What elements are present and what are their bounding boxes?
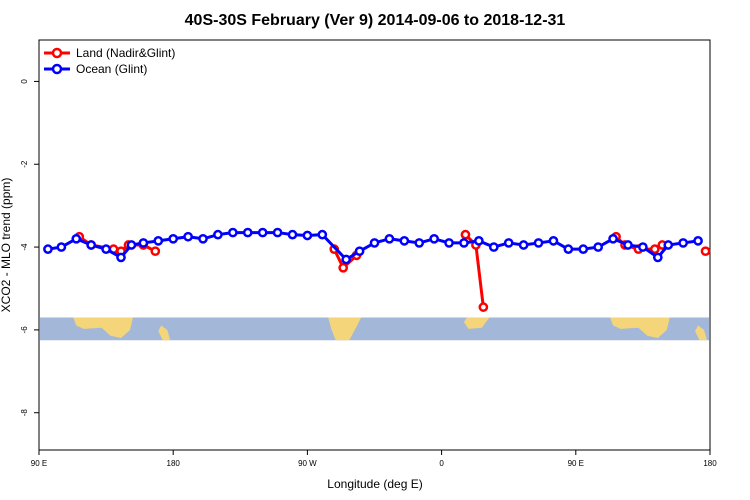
ocean-point xyxy=(474,236,484,246)
map-land-australia-repeat xyxy=(610,317,670,338)
ocean-point xyxy=(623,240,633,250)
y-tick-label: 0 xyxy=(20,79,29,84)
ocean-point xyxy=(638,242,648,252)
ocean-point xyxy=(384,233,395,244)
legend: Land (Nadir&Glint) Ocean (Glint) xyxy=(44,46,175,76)
ocean-point xyxy=(257,227,268,238)
y-tick-label: -8 xyxy=(20,409,29,417)
ocean-point xyxy=(153,236,164,246)
land-point xyxy=(338,262,349,273)
ocean-point xyxy=(663,240,674,250)
x-tick-label: 0 xyxy=(439,459,444,468)
x-axis: 90 E 180 90 W 0 90 E 180 xyxy=(31,450,717,468)
ocean-point xyxy=(518,240,529,250)
y-tick-label: -6 xyxy=(20,326,29,334)
map-strip xyxy=(40,317,709,341)
map-land-south-africa xyxy=(463,317,490,329)
ocean-point xyxy=(71,233,82,244)
legend-land-marker xyxy=(51,47,63,59)
x-tick-label: 90 E xyxy=(31,459,47,468)
land-point xyxy=(649,244,660,254)
ocean-point xyxy=(43,244,53,254)
ocean-point xyxy=(116,252,126,263)
map-ocean xyxy=(40,317,709,341)
ocean-point xyxy=(354,246,365,257)
ocean-point xyxy=(317,229,328,240)
ocean-point xyxy=(652,252,663,263)
ocean-point xyxy=(459,238,469,248)
ocean-point xyxy=(693,236,703,246)
x-tick-label: 180 xyxy=(703,459,717,468)
ocean-point xyxy=(272,227,283,238)
ocean-point xyxy=(86,240,97,250)
ocean-point xyxy=(101,244,111,254)
map-land-australia xyxy=(73,317,133,338)
land-point xyxy=(700,246,711,257)
ocean-point xyxy=(56,242,67,252)
y-axis-label: XCO2 - MLO trend (ppm) xyxy=(0,178,13,313)
ocean-point xyxy=(399,236,410,246)
y-tick-label: -4 xyxy=(20,243,29,251)
plot-frame xyxy=(38,39,711,451)
ocean-point xyxy=(369,238,380,248)
map-land-south-america xyxy=(328,317,362,341)
ocean-point xyxy=(126,240,137,250)
x-tick-label: 90 E xyxy=(568,459,584,468)
ocean-point xyxy=(503,238,514,248)
legend-land-label: Land (Nadir&Glint) xyxy=(76,46,175,60)
chart-title: 40S-30S February (Ver 9) 2014-09-06 to 2… xyxy=(185,12,566,29)
ocean-point xyxy=(548,236,559,246)
ocean-point xyxy=(168,233,179,244)
land-point xyxy=(460,229,471,240)
ocean-series xyxy=(43,227,703,265)
x-tick-label: 180 xyxy=(167,459,181,468)
ocean-point xyxy=(444,238,454,248)
y-tick-label: -2 xyxy=(20,160,29,168)
y-axis: 0 -2 -4 -6 -8 xyxy=(20,79,39,417)
ocean-point xyxy=(593,242,604,252)
ocean-point xyxy=(242,227,253,238)
ocean-point xyxy=(341,254,352,265)
ocean-point xyxy=(302,230,313,241)
map-land-new-zealand-repeat xyxy=(695,325,708,341)
legend-ocean-label: Ocean (Glint) xyxy=(76,62,147,76)
ocean-point xyxy=(287,229,298,240)
land-point xyxy=(150,246,161,257)
ocean-point xyxy=(488,242,499,252)
ocean-point xyxy=(429,233,439,244)
x-axis-label: Longitude (deg E) xyxy=(327,477,422,491)
ocean-point xyxy=(198,233,208,244)
ocean-point xyxy=(608,233,618,244)
ocean-point xyxy=(563,244,574,254)
ocean-point xyxy=(533,238,544,248)
ocean-point xyxy=(678,238,689,248)
ocean-point xyxy=(183,231,193,242)
ocean-point xyxy=(414,238,425,248)
legend-ocean-marker xyxy=(51,63,63,75)
map-land-new-zealand xyxy=(158,325,171,341)
ocean-point xyxy=(138,238,149,248)
ocean-point xyxy=(578,244,589,254)
ocean-point xyxy=(213,229,223,240)
land-point xyxy=(478,302,489,312)
ocean-point xyxy=(227,227,238,238)
x-tick-label: 90 W xyxy=(298,459,317,468)
